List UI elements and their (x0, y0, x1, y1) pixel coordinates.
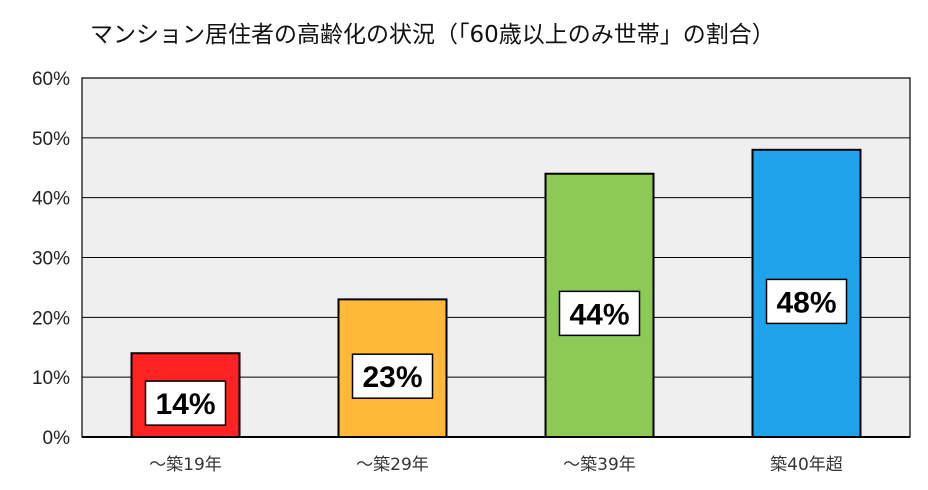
data-label: 23% (362, 361, 422, 394)
chart-title: マンション居住者の高齢化の状況（「60歳以上のみ世帯」の割合） (90, 22, 775, 48)
y-tick-label: 30% (32, 249, 70, 270)
y-tick-label: 0% (43, 428, 71, 449)
x-tick-label: 築40年超 (770, 455, 843, 475)
data-label-box (558, 290, 641, 337)
data-label-box (765, 278, 848, 325)
y-tick-label: 40% (32, 189, 70, 210)
x-tick-label: ～築39年 (563, 455, 636, 475)
plot-area: 0% 10% 20% 30% 40% 50% 60% 14% ～築19年 23% ～築29年 44% ～… (32, 69, 911, 475)
x-tick-label: ～築29年 (356, 455, 429, 475)
data-label: 14% (155, 388, 215, 421)
data-label: 48% (776, 286, 836, 319)
y-tick-label: 50% (32, 129, 70, 150)
data-label: 44% (569, 298, 629, 331)
x-tick-label: ～築19年 (149, 455, 222, 475)
data-label-box (351, 353, 434, 399)
y-tick-label: 10% (32, 368, 70, 389)
y-tick-label: 60% (32, 69, 70, 90)
y-tick-label: 20% (32, 308, 70, 329)
data-label-box (144, 380, 227, 426)
